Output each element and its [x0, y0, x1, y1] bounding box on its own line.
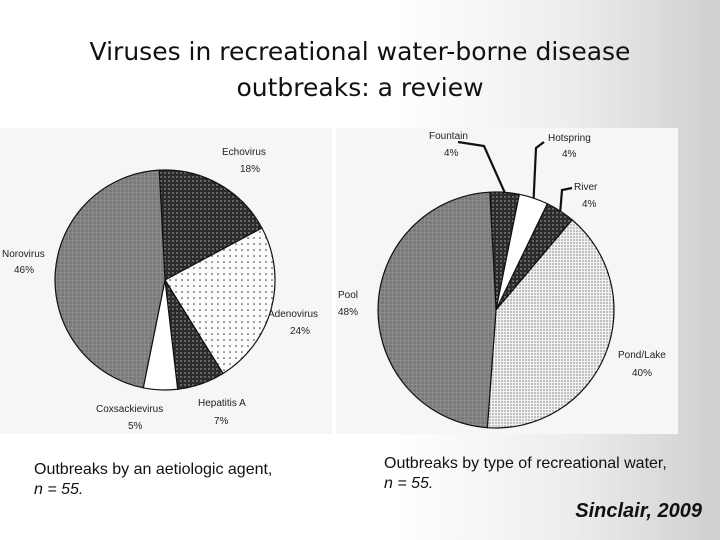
pie-label-norovirus: Norovirus — [2, 249, 45, 260]
pie-slice-adenovirus — [164, 227, 276, 375]
pie-label-pool: Pool — [338, 290, 358, 301]
pie-label-adenovirus: Adenovirus — [268, 309, 318, 320]
pie-left-svg: Echovirus 18% Adenovirus 24% Hepatitis A 7% Co… — [2, 147, 318, 432]
pie-label-fountain: Fountain — [429, 131, 468, 142]
pie-label-coxsackievirus: Coxsackievirus — [96, 404, 163, 415]
citation-credit: Sinclair, 2009 — [575, 500, 702, 522]
pie-value-label-hepatitis-a: 7% — [214, 416, 229, 427]
pie-value-label-pool: 48% — [338, 307, 358, 318]
pie-label-echovirus: Echovirus — [222, 147, 266, 158]
pie-chart-aetiologic-agent: Echovirus 18% Adenovirus 24% Hepatitis A 7% Co… — [0, 128, 332, 434]
pie-value-label-river: 4% — [582, 199, 597, 210]
pie-label-hotspring: Hotspring — [548, 133, 591, 144]
leader-line-river — [559, 186, 573, 212]
caption-water-type: Outbreaks by type of recreational water,… — [384, 454, 714, 494]
pie-slice-echovirus — [158, 169, 263, 281]
slide-title: Viruses in recreational water-borne dise… — [89, 37, 631, 102]
caption-left-text: Outbreaks by an aetiologic agent, — [34, 461, 273, 478]
pie-value-label-fountain: 4% — [444, 148, 459, 159]
pie-slice-norovirus — [54, 169, 166, 389]
pie-right-svg: Fountain 4% Hotspring 4% River 4% Pond/Lake 40%… — [338, 131, 666, 429]
pie-label-pond-lake: Pond/Lake — [618, 350, 666, 361]
caption-left-n: n = 55. — [34, 481, 84, 498]
leader-line-hotspring — [532, 141, 545, 199]
pie-label-hepatitis-a: Hepatitis A — [198, 398, 246, 409]
caption-right-text: Outbreaks by type of recreational water, — [384, 455, 667, 472]
pie-value-label-hotspring: 4% — [562, 149, 577, 160]
pie-label-river: River — [574, 182, 598, 193]
pie-value-label-norovirus: 46% — [14, 265, 34, 276]
pie-value-label-adenovirus: 24% — [290, 326, 310, 337]
pie-value-label-echovirus: 18% — [240, 164, 260, 175]
caption-right-n: n = 55. — [384, 475, 434, 492]
pie-slice-pond-lake — [486, 219, 615, 429]
pie-value-label-coxsackievirus: 5% — [128, 421, 143, 432]
caption-aetiologic-agent: Outbreaks by an aetiologic agent, n = 55… — [34, 460, 324, 500]
pie-slice-pool — [377, 191, 497, 429]
leader-line-fountain — [457, 140, 506, 193]
pie-chart-water-type: Fountain 4% Hotspring 4% River 4% Pond/Lake 40%… — [336, 128, 678, 434]
pie-value-label-pond-lake: 40% — [632, 368, 652, 379]
